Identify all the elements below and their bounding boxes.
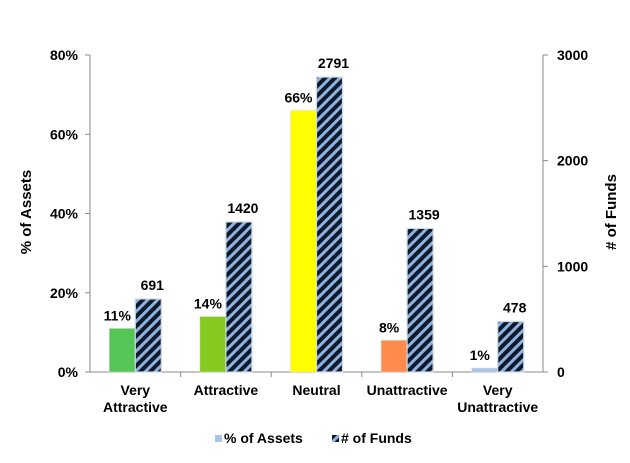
assets-bar xyxy=(109,328,136,373)
category-label: Unattractive xyxy=(457,399,538,415)
assets-value-label: 11% xyxy=(104,307,132,323)
axes: 0% 20% 40% 60% 80% 0 1000 2000 3000 xyxy=(50,47,588,380)
funds-bar xyxy=(406,227,434,373)
legend-label-funds: # of Funds xyxy=(341,430,412,446)
assets-bar xyxy=(471,367,498,373)
y-axis-right-title: # of Funds xyxy=(603,174,620,250)
funds-value-label: 2791 xyxy=(318,55,349,71)
assets-bar xyxy=(380,340,408,373)
funds-bar xyxy=(225,221,253,373)
assets-value-label: 1% xyxy=(470,347,491,363)
legend-swatch-assets xyxy=(215,435,222,442)
funds-bar xyxy=(134,298,162,373)
y-axis-left-title: % of Assets xyxy=(18,170,35,254)
y-left-tick-label: 0% xyxy=(58,364,79,380)
funds-value-label: 1420 xyxy=(227,200,258,216)
assets-bar xyxy=(199,316,227,373)
funds-value-label: 1359 xyxy=(409,206,440,222)
y-left-tick-label: 20% xyxy=(50,285,79,301)
y-right-tick-label: 0 xyxy=(557,364,565,380)
labels: 11%691VeryAttractive14%1420Attractive66%… xyxy=(103,55,538,415)
bars xyxy=(109,76,527,373)
y-left-tick-label: 80% xyxy=(50,47,79,63)
assets-value-label: 66% xyxy=(284,89,313,105)
category-label: Very xyxy=(483,382,513,398)
category-label: Attractive xyxy=(103,399,168,415)
category-label: Very xyxy=(121,382,151,398)
category-label: Attractive xyxy=(194,382,259,398)
y-right-tick-label: 1000 xyxy=(557,258,588,274)
y-right-tick-label: 2000 xyxy=(557,153,588,169)
legend: % of Assets # of Funds xyxy=(215,430,412,446)
y-left-tick-label: 60% xyxy=(50,126,79,142)
assets-bar xyxy=(290,110,317,373)
category-label: Unattractive xyxy=(367,382,448,398)
legend-swatch-funds xyxy=(332,435,339,442)
legend-label-assets: % of Assets xyxy=(224,430,303,446)
category-label: Neutral xyxy=(292,382,340,398)
funds-bar xyxy=(315,76,344,373)
funds-value-label: 478 xyxy=(503,299,527,315)
funds-bar xyxy=(497,320,525,373)
funds-value-label: 691 xyxy=(141,277,165,293)
assets-value-label: 14% xyxy=(194,296,223,312)
assets-value-label: 8% xyxy=(379,319,400,335)
y-left-tick-label: 40% xyxy=(50,206,79,222)
y-right-tick-label: 3000 xyxy=(557,47,588,63)
